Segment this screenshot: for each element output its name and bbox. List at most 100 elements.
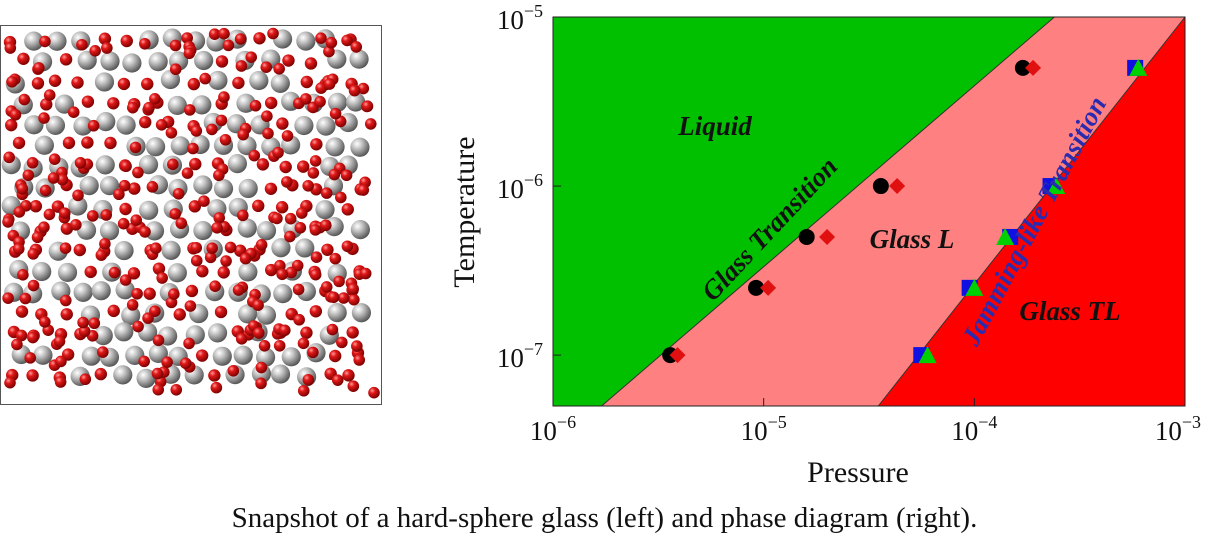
small-sphere — [206, 123, 218, 136]
large-sphere — [68, 196, 88, 216]
small-sphere — [55, 355, 67, 368]
small-sphere — [169, 63, 182, 76]
large-sphere — [100, 51, 120, 71]
small-sphere — [19, 292, 32, 305]
small-sphere — [220, 255, 232, 267]
large-sphere — [238, 178, 258, 199]
small-sphere — [237, 209, 249, 222]
small-sphere — [117, 217, 130, 230]
small-sphere — [208, 28, 221, 40]
small-sphere — [279, 160, 292, 174]
small-sphere — [40, 98, 53, 111]
small-sphere — [39, 316, 51, 328]
small-sphere — [219, 133, 232, 146]
large-sphere — [233, 345, 253, 365]
small-sphere — [297, 160, 310, 173]
small-sphere — [2, 216, 14, 228]
circle-marker — [748, 279, 765, 296]
large-sphere — [99, 176, 120, 196]
small-sphere — [172, 187, 185, 200]
small-sphere — [167, 158, 179, 171]
liquid-label: Liquid — [677, 111, 752, 141]
small-sphere — [292, 283, 305, 296]
small-sphere — [262, 127, 274, 140]
small-sphere — [255, 239, 268, 251]
small-sphere — [54, 376, 67, 388]
small-sphere — [169, 39, 182, 52]
small-sphere — [255, 377, 267, 390]
small-sphere — [107, 97, 120, 110]
small-sphere — [15, 329, 28, 342]
small-sphere — [284, 212, 297, 225]
small-sphere — [214, 305, 228, 319]
small-sphere — [340, 169, 353, 182]
small-sphere — [364, 118, 377, 130]
small-sphere — [62, 136, 76, 150]
small-sphere — [15, 305, 29, 318]
small-sphere — [117, 77, 131, 91]
large-sphere — [45, 115, 66, 135]
small-sphere — [309, 224, 322, 236]
small-sphere — [353, 354, 366, 366]
small-sphere — [272, 146, 284, 159]
small-sphere — [309, 155, 322, 167]
small-sphere — [198, 195, 210, 207]
small-sphere — [261, 110, 273, 123]
large-sphere — [122, 53, 142, 73]
small-sphere — [320, 219, 332, 232]
small-sphere — [27, 279, 40, 292]
small-sphere — [156, 272, 168, 284]
small-sphere — [152, 262, 166, 275]
large-sphere — [114, 322, 134, 342]
small-sphere — [294, 221, 307, 234]
small-sphere — [196, 265, 209, 278]
small-sphere — [132, 320, 144, 333]
large-sphere — [76, 220, 97, 240]
small-sphere — [218, 27, 230, 40]
small-sphere — [357, 184, 370, 196]
small-sphere — [300, 326, 313, 339]
small-sphere — [53, 335, 66, 348]
small-sphere — [347, 380, 360, 392]
small-sphere — [149, 93, 161, 105]
small-sphere — [71, 76, 84, 89]
small-sphere — [307, 167, 320, 179]
small-sphere — [173, 308, 186, 321]
large-sphere — [256, 221, 277, 241]
small-sphere — [350, 41, 363, 53]
small-sphere — [213, 169, 225, 182]
small-sphere — [187, 142, 199, 155]
small-sphere — [248, 149, 261, 162]
large-sphere — [115, 280, 135, 300]
small-sphere — [297, 337, 310, 350]
small-sphere — [165, 126, 178, 139]
small-sphere — [264, 96, 278, 110]
small-sphere — [329, 252, 342, 265]
small-sphere — [273, 339, 286, 352]
small-sphere — [138, 355, 150, 368]
small-sphere — [227, 364, 240, 377]
triangle-marker — [1047, 177, 1066, 195]
small-sphere — [342, 369, 355, 382]
small-sphere — [206, 242, 218, 254]
small-sphere — [361, 100, 374, 113]
small-sphere — [39, 184, 52, 197]
small-sphere — [175, 217, 188, 230]
small-sphere — [132, 166, 144, 179]
large-sphere — [94, 72, 115, 92]
small-sphere — [357, 82, 370, 95]
small-sphere — [59, 242, 72, 255]
small-sphere — [234, 33, 247, 45]
small-sphere — [213, 212, 226, 224]
small-sphere — [320, 187, 333, 199]
small-sphere — [104, 136, 117, 150]
small-sphere — [151, 367, 164, 380]
small-sphere — [126, 101, 139, 114]
large-sphere — [91, 281, 111, 301]
small-sphere — [209, 280, 221, 293]
small-sphere — [4, 42, 17, 54]
large-sphere — [93, 325, 113, 346]
small-sphere — [169, 208, 182, 220]
small-sphere — [293, 313, 305, 326]
small-sphere — [60, 308, 73, 321]
